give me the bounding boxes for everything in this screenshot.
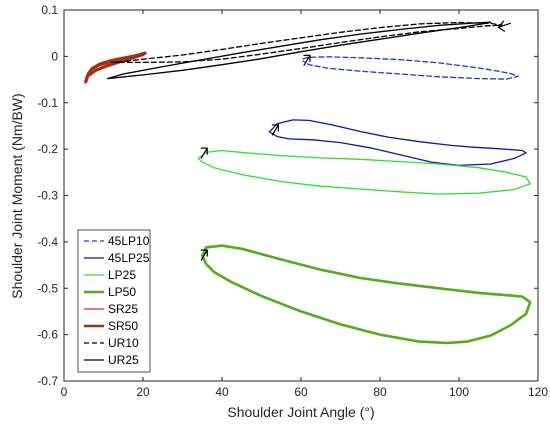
series-lp50-direction-arrow	[200, 249, 208, 261]
y-tick-label: -0.2	[37, 142, 58, 156]
axes-layer	[63, 9, 539, 382]
legend-label-sr25: SR25	[108, 302, 138, 316]
x-tick-label: 40	[215, 385, 229, 399]
series-sr50-line	[84, 51, 147, 84]
legend-label-ur25: UR25	[108, 353, 139, 367]
series-45lp10-direction-arrow	[303, 54, 311, 66]
series-ur10-line	[110, 21, 504, 64]
legend-label-lp25: LP25	[108, 268, 136, 282]
legend-label-45lp10: 45LP10	[108, 234, 150, 248]
legend-box	[77, 229, 151, 373]
series-lp25-line	[197, 149, 531, 195]
x-tick-label: 100	[449, 385, 469, 399]
y-tick-label: -0.7	[37, 374, 58, 388]
series-lp50-line	[201, 244, 532, 345]
legend-label-45lp25: 45LP25	[108, 251, 150, 265]
legend: 45LP10 45LP25 LP25 LP50 SR25 SR50 UR10 UR25	[77, 229, 151, 373]
y-tick-label: -0.4	[37, 235, 58, 249]
y-tick-label: -0.1	[37, 96, 58, 110]
series-ur10-direction-arrow	[497, 20, 512, 32]
y-axis-label: Shoulder Joint Moment (Nm/BW)	[9, 93, 25, 298]
y-tick-label: 0.1	[41, 3, 58, 17]
x-tick-label: 60	[294, 385, 308, 399]
series-45lp10-line	[302, 56, 519, 80]
series-layer	[84, 20, 532, 345]
x-tick-label: 80	[373, 385, 387, 399]
x-tick-label: 20	[136, 385, 150, 399]
x-tick-label: 120	[528, 385, 548, 399]
y-tick-label: 0	[51, 49, 58, 63]
y-tick-labels: 0.1 0 -0.1 -0.2 -0.3 -0.4 -0.5 -0.6 -0.7	[37, 3, 58, 388]
y-tick-label: -0.3	[37, 189, 58, 203]
x-tick-label: 0	[61, 385, 68, 399]
y-tick-label: -0.6	[37, 328, 58, 342]
x-tick-labels: 0 20 40 60 80 100 120	[61, 385, 549, 399]
legend-label-sr50: SR50	[108, 319, 138, 333]
series-45lp25-line	[268, 119, 527, 167]
legend-label-ur10: UR10	[108, 336, 139, 350]
series-lp25-direction-arrow	[200, 147, 208, 159]
y-tick-label: -0.5	[37, 281, 58, 295]
series-45lp25-direction-arrow	[271, 124, 279, 136]
series-ur25-line	[106, 21, 492, 80]
legend-label-lp50: LP50	[108, 285, 136, 299]
x-axis-label: Shoulder Joint Angle (°)	[227, 404, 374, 420]
